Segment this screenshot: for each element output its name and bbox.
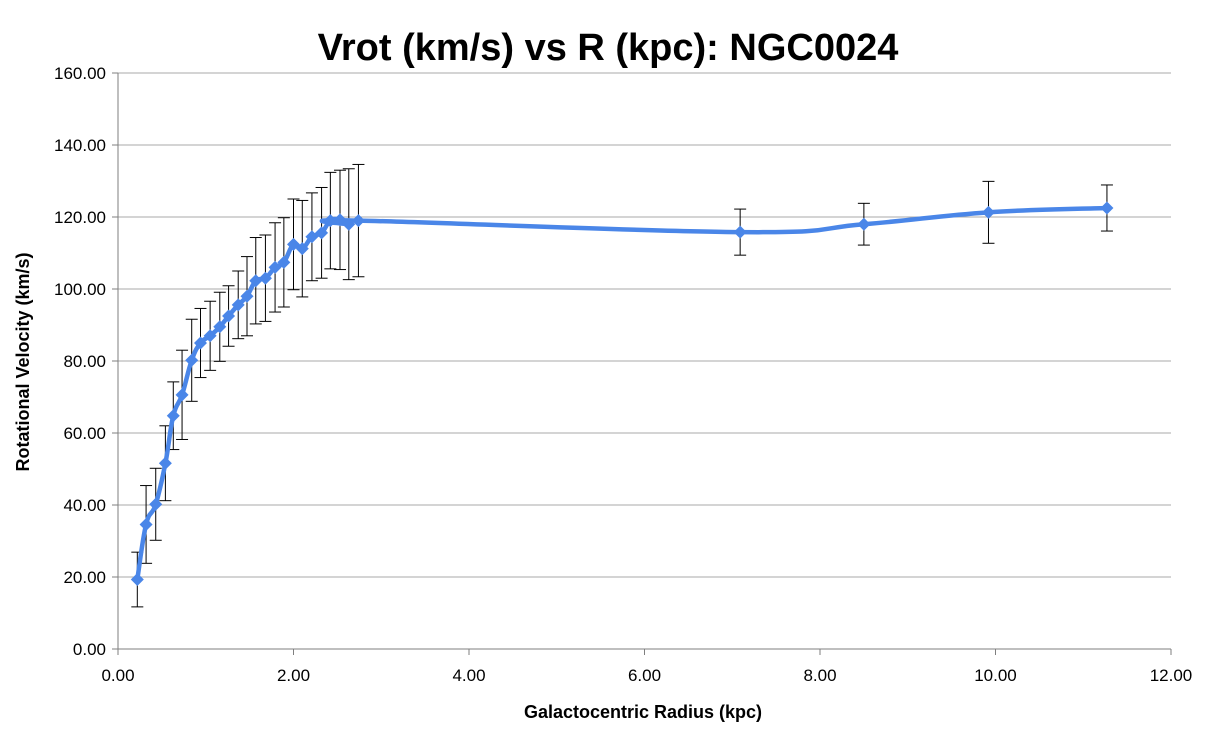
x-tick-label: 8.00 (803, 666, 836, 685)
data-point-marker (203, 329, 217, 343)
data-point-marker (277, 255, 291, 269)
x-tick-label: 6.00 (628, 666, 661, 685)
data-point-marker (333, 213, 347, 227)
y-tick-labels: 0.00 20.00 40.00 60.00 80.00 100.00 120.00 140.… (54, 64, 106, 659)
data-point-marker (351, 214, 365, 228)
data-point-marker (315, 226, 329, 240)
data-point-marker (342, 217, 356, 231)
y-tick-label: 80.00 (63, 352, 106, 371)
y-tick-label: 40.00 (63, 496, 106, 515)
chart-title: Vrot (km/s) vs R (kpc): NGC0024 (318, 27, 899, 69)
y-tick-label: 100.00 (54, 280, 106, 299)
data-point-marker (733, 225, 747, 239)
data-point-marker (857, 217, 871, 231)
x-tick-label: 12.00 (1150, 666, 1193, 685)
data-point-marker (981, 205, 995, 219)
data-point-marker (268, 260, 282, 274)
y-tick-label: 60.00 (63, 424, 106, 443)
data-point-marker (295, 242, 309, 256)
data-point-marker (1100, 201, 1114, 215)
data-point-marker (193, 336, 207, 350)
y-tick-label: 20.00 (63, 568, 106, 587)
x-tick-label: 4.00 (452, 666, 485, 685)
data-point-marker (258, 271, 272, 285)
axes (112, 72, 1172, 655)
y-tick-label: 160.00 (54, 64, 106, 83)
y-tick-label: 0.00 (73, 640, 106, 659)
data-point-marker (249, 274, 263, 288)
data-points (130, 201, 1114, 587)
data-point-marker (222, 309, 236, 323)
x-axis-label: Galactocentric Radius (kpc) (524, 702, 762, 722)
data-point-marker (213, 320, 227, 334)
data-point-marker (185, 353, 199, 367)
y-axis-label: Rotational Velocity (km/s) (13, 252, 33, 471)
x-tick-label: 10.00 (974, 666, 1017, 685)
data-point-marker (305, 230, 319, 244)
data-point-marker (158, 456, 172, 470)
data-point-marker (287, 237, 300, 251)
data-point-marker (149, 497, 163, 511)
y-tick-label: 140.00 (54, 136, 106, 155)
data-point-marker (323, 214, 337, 228)
data-point-marker (139, 517, 153, 531)
data-point-marker (130, 573, 144, 587)
grid-lines (118, 72, 1171, 578)
x-tick-label: 0.00 (101, 666, 134, 685)
x-tick-label: 2.00 (277, 666, 310, 685)
data-point-marker (240, 289, 254, 303)
y-tick-label: 120.00 (54, 208, 106, 227)
data-point-marker (166, 409, 180, 423)
data-point-marker (231, 298, 245, 312)
data-point-marker (175, 388, 189, 402)
x-tick-labels: 0.00 2.00 4.00 6.00 8.00 10.00 12.00 (101, 666, 1192, 685)
